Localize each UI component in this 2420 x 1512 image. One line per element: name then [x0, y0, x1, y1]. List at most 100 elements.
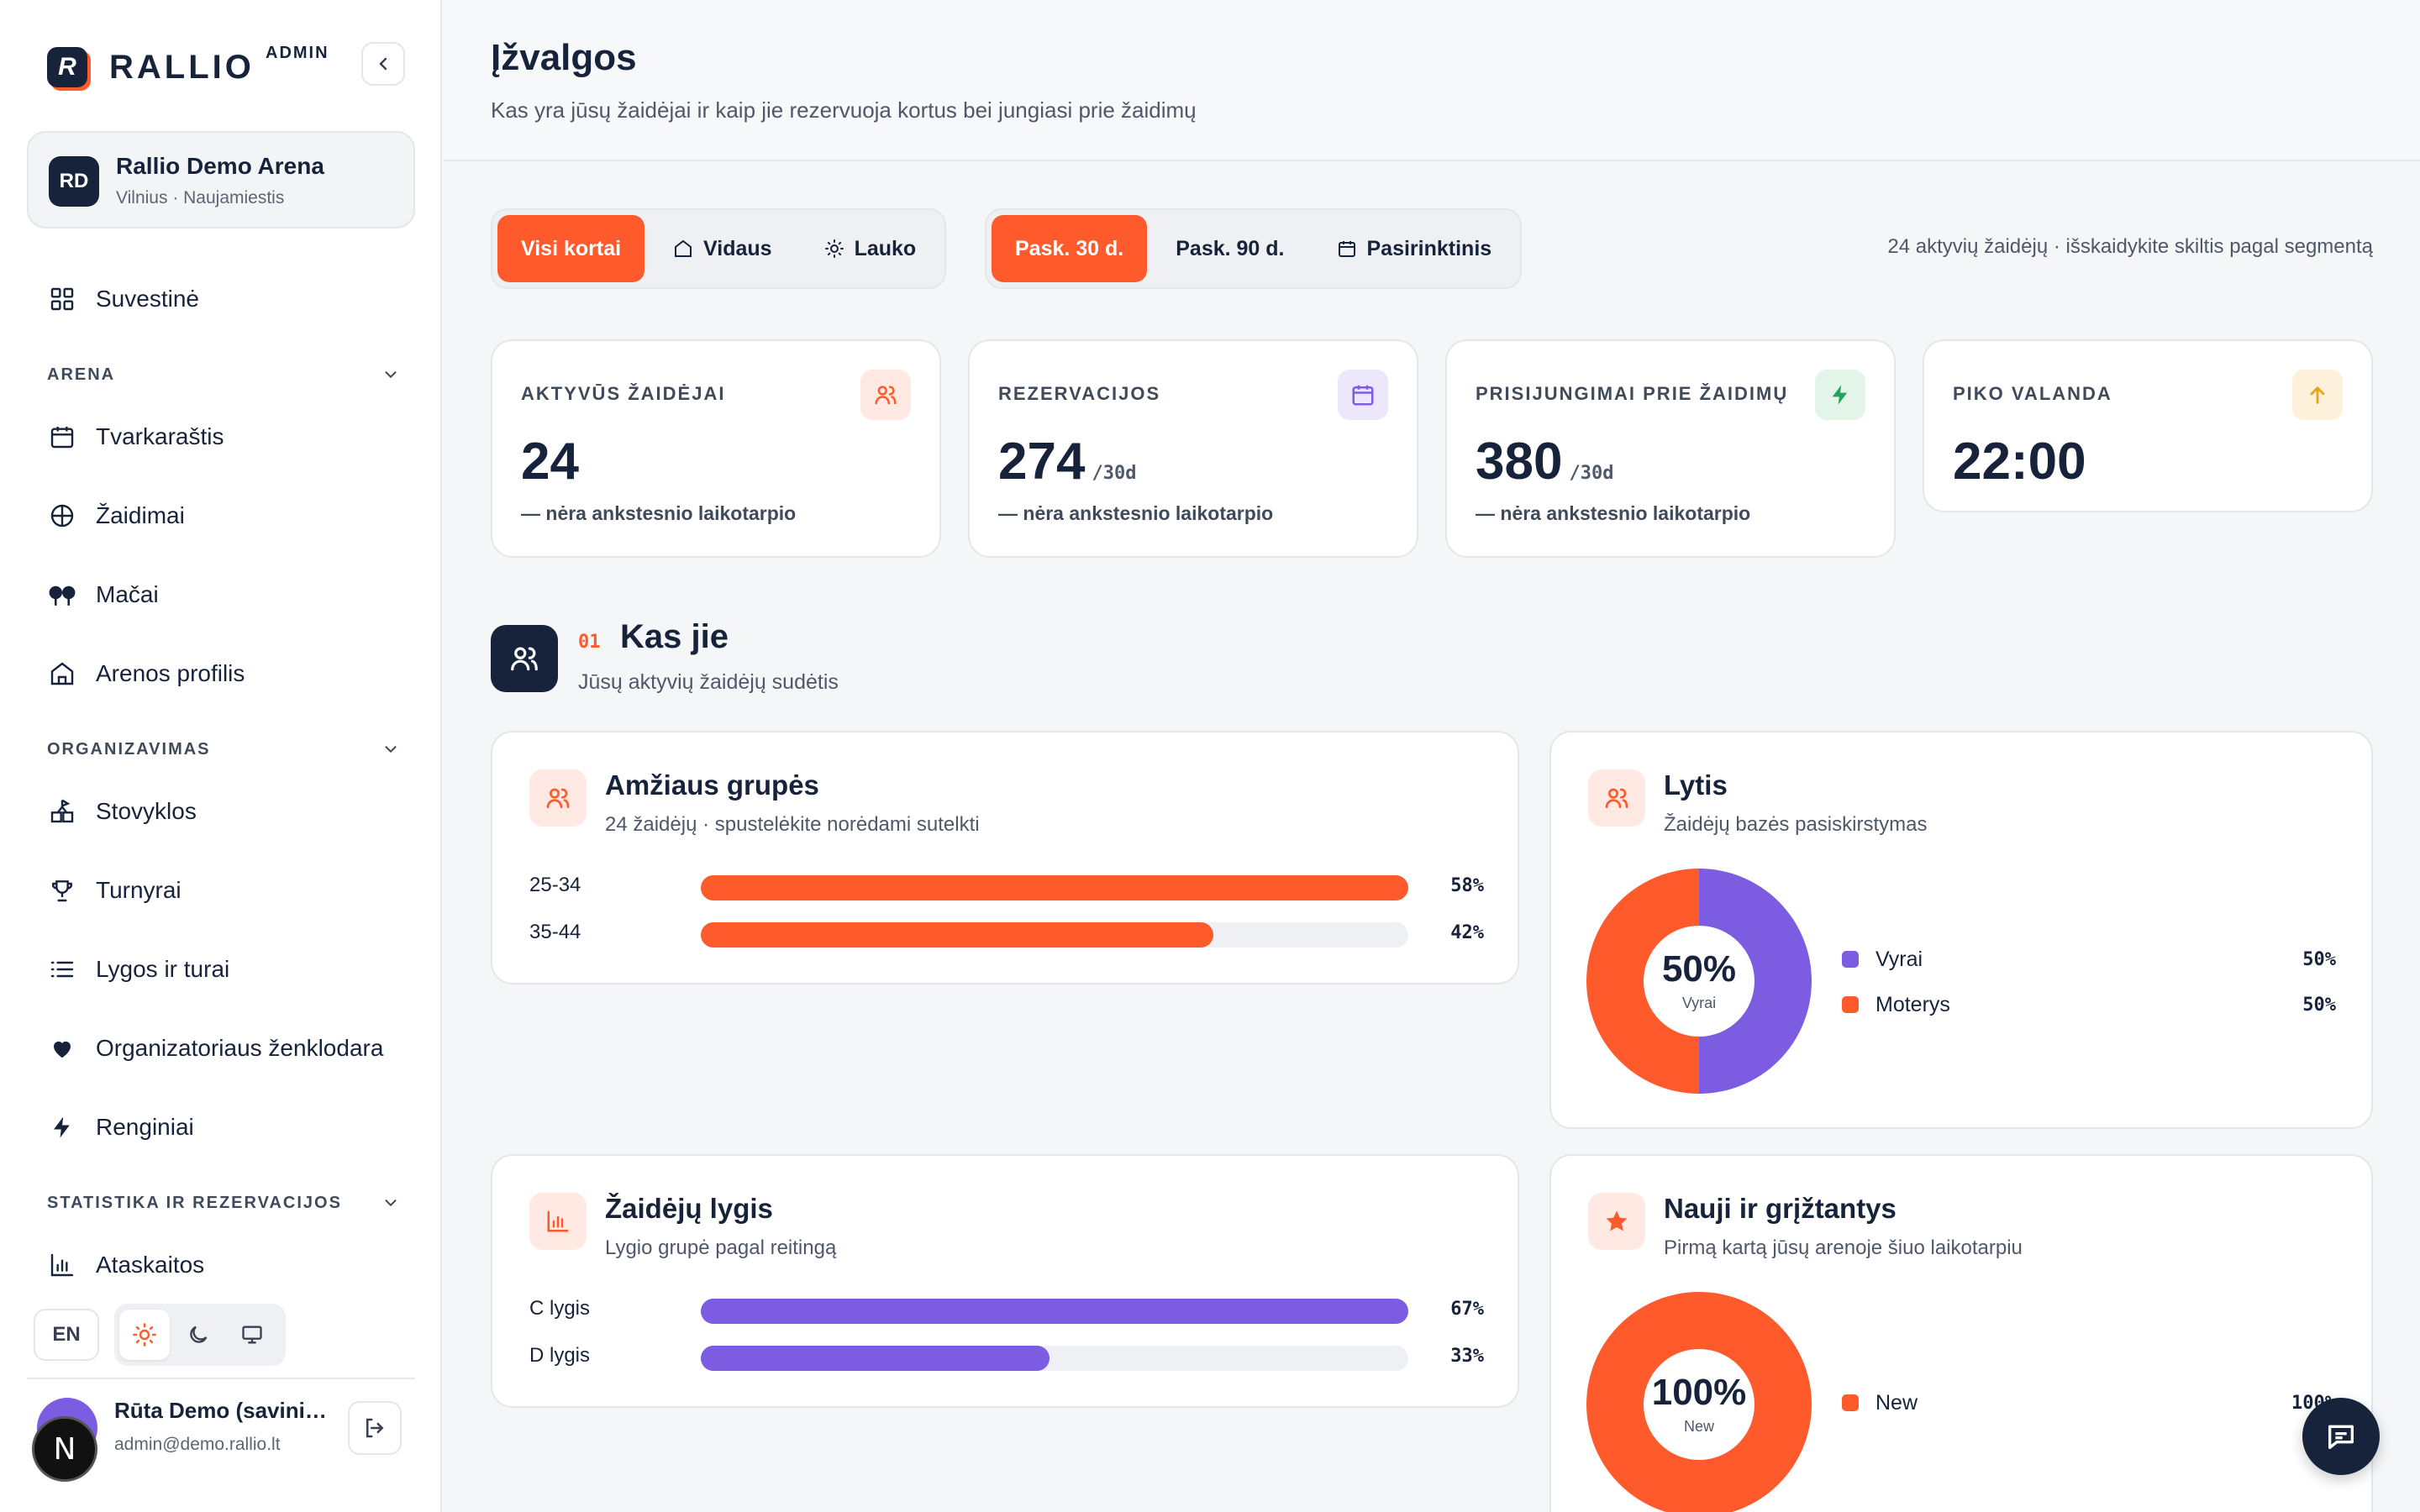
kpi-number: 24	[521, 433, 579, 491]
bar-label: 25-34	[529, 874, 581, 896]
card-title: Lytis	[1664, 769, 1728, 801]
nav-schedule[interactable]: Tvarkaraštis	[47, 412, 224, 462]
bar-chart-icon	[529, 1193, 587, 1250]
donut-slice-moterys[interactable]	[1586, 869, 1699, 1094]
brand-logo: R	[47, 47, 87, 87]
nav-section-stats[interactable]: STATISTIKA IR REZERVACIJOS	[47, 1186, 400, 1220]
home-icon	[675, 239, 692, 257]
chat-button[interactable]	[2302, 1398, 2380, 1475]
kpi-bookings: REZERVACIJOS 274/30d — nėra ankstesnio l…	[968, 339, 1418, 558]
legend-label: Vyrai	[1876, 947, 1923, 971]
court-filter: Visi kortai Vidaus Lauko	[491, 208, 947, 289]
section-number: 01	[578, 632, 601, 653]
chevron-left-icon	[379, 57, 387, 71]
bolt-icon	[1815, 370, 1865, 420]
page-subtitle: Kas yra jūsų žaidėjai ir kaip jie rezerv…	[491, 97, 1197, 123]
kpi-peak-hour: PIKO VALANDA 22:00	[1923, 339, 2373, 512]
kpi-number: 22:00	[1953, 433, 2086, 491]
nav-schedule-label: Tvarkaraštis	[96, 423, 224, 449]
nav-section-organization-label: ORGANIZAVIMAS	[47, 739, 211, 759]
bar-row[interactable]: 35-44 42%	[529, 919, 1484, 949]
nav-summary[interactable]: Suvestinė	[47, 274, 199, 324]
arena-switcher[interactable]: RD Rallio Demo Arena Vilnius · Naujamies…	[27, 131, 415, 228]
new-donut-chart: 100% New	[1586, 1292, 1812, 1512]
kpi-unit: /30d	[1569, 463, 1614, 484]
bar-track	[701, 922, 1408, 948]
kpi-value: 22:00	[1953, 432, 2086, 491]
sidebar-divider	[27, 1378, 415, 1379]
donut-center-value: 50%	[1662, 948, 1736, 990]
bar-label: D lygis	[529, 1344, 591, 1367]
users-icon	[491, 625, 558, 692]
main-content: Įžvalgos Kas yra jūsų žaidėjai ir kaip j…	[444, 0, 2420, 1512]
nav-section-stats-label: STATISTIKA IR REZERVACIJOS	[47, 1193, 342, 1212]
legend-item[interactable]: Moterys 50%	[1842, 990, 2336, 1020]
nav-reports[interactable]: Ataskaitos	[47, 1240, 204, 1290]
nav-section-organization[interactable]: ORGANIZAVIMAS	[47, 732, 400, 766]
nav-camps-label: Stovyklos	[96, 798, 197, 824]
nav-camps[interactable]: Stovyklos	[47, 786, 197, 837]
card-subtitle: Žaidėjų bazės pasiskirstymas	[1664, 813, 1928, 836]
bar-label: 35-44	[529, 921, 581, 943]
nav-games[interactable]: Žaidimai	[47, 491, 185, 541]
bar-row[interactable]: D lygis 33%	[529, 1342, 1484, 1373]
donut-slice-vyrai[interactable]	[1699, 869, 1812, 1094]
trophy-icon	[47, 875, 77, 906]
bar-chart-icon	[47, 1250, 77, 1280]
bar-row[interactable]: 25-34 58%	[529, 872, 1484, 902]
legend-value: 50%	[2302, 948, 2336, 970]
donut-center-label: Vyrai	[1682, 995, 1716, 1011]
dev-badge[interactable]: N	[32, 1416, 97, 1482]
grid-icon	[47, 284, 77, 314]
filter-90d[interactable]: Pask. 90 d.	[1152, 215, 1307, 282]
card-title: Amžiaus grupės	[605, 769, 819, 801]
star-icon	[1588, 1193, 1645, 1250]
nav-events-label: Renginiai	[96, 1114, 194, 1140]
theme-system-button[interactable]	[227, 1310, 277, 1360]
kpi-value: 274/30d	[998, 432, 1136, 491]
nav-events[interactable]: Renginiai	[47, 1102, 194, 1152]
theme-dark-button[interactable]	[173, 1310, 224, 1360]
kpi-note: — nėra ankstesnio laikotarpio	[1476, 502, 1751, 524]
camp-icon	[47, 796, 77, 827]
gender-donut-chart: 50% Vyrai	[1586, 869, 1812, 1094]
filter-30d[interactable]: Pask. 30 d.	[992, 215, 1148, 282]
bar	[701, 1346, 1050, 1371]
collapse-sidebar-button[interactable]	[361, 42, 405, 86]
legend-item[interactable]: New 100%	[1842, 1388, 2336, 1418]
bar	[701, 922, 1213, 948]
kpi-number: 380	[1476, 433, 1563, 491]
bar-row[interactable]: C lygis 67%	[529, 1295, 1484, 1326]
nav-branding[interactable]: Organizatoriaus ženklodara	[47, 1023, 383, 1074]
kpi-note: — nėra ankstesnio laikotarpio	[521, 502, 797, 524]
home-icon	[47, 659, 77, 689]
legend-item[interactable]: Vyrai 50%	[1842, 944, 2336, 974]
filter-outdoor[interactable]: Lauko	[801, 215, 940, 282]
legend-swatch	[1842, 996, 1859, 1013]
filter-custom-label: Pasirinktinis	[1366, 236, 1492, 260]
kpi-label: REZERVACIJOS	[998, 383, 1161, 404]
theme-switcher	[114, 1304, 286, 1366]
filter-all-courts[interactable]: Visi kortai	[497, 215, 645, 282]
page-title: Įžvalgos	[491, 37, 637, 78]
filter-indoor[interactable]: Vidaus	[650, 215, 796, 282]
sun-icon	[824, 239, 844, 258]
nav-arena-profile[interactable]: Arenos profilis	[47, 648, 245, 699]
kpi-value: 380/30d	[1476, 432, 1613, 491]
bar-value-label: 42%	[1450, 922, 1484, 943]
logout-button[interactable]	[348, 1401, 402, 1455]
sun-icon	[133, 1323, 156, 1347]
theme-light-button[interactable]	[119, 1310, 170, 1360]
filter-custom[interactable]: Pasirinktinis	[1313, 215, 1516, 282]
brand[interactable]: R RALLIO ADMIN	[47, 44, 328, 91]
kpi-number: 274	[998, 433, 1086, 491]
kpi-active-players: AKTYVŪS ŽAIDĖJAI 24 — nėra ankstesnio la…	[491, 339, 941, 558]
filter-note: 24 aktyvių žaidėjų · išskaidykite skilti…	[1887, 235, 2373, 258]
nav-matches[interactable]: Mačai	[47, 570, 159, 620]
bar	[701, 1299, 1408, 1324]
nav-tournaments[interactable]: Turnyrai	[47, 865, 182, 916]
language-button[interactable]: EN	[34, 1309, 99, 1361]
nav-leagues[interactable]: Lygos ir turai	[47, 944, 229, 995]
nav-section-arena[interactable]: ARENA	[47, 358, 400, 391]
nav-games-label: Žaidimai	[96, 502, 185, 528]
